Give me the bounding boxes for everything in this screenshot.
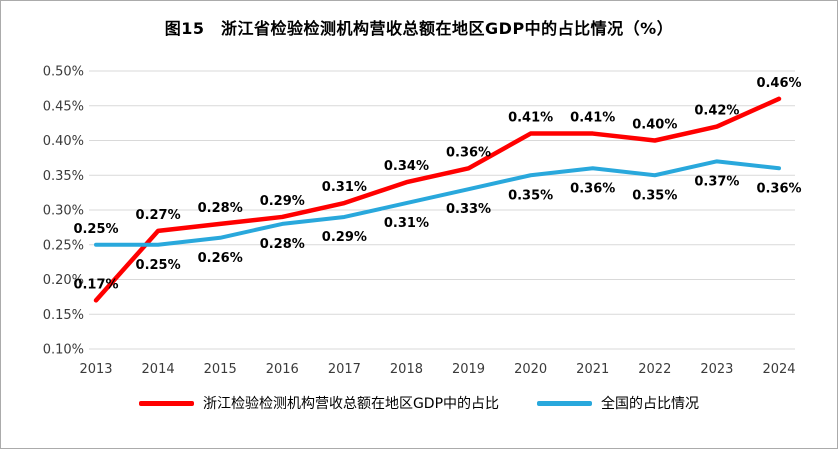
- y-tick-label: 0.15%: [43, 308, 84, 323]
- data-label: 0.42%: [694, 104, 739, 119]
- data-label: 0.35%: [508, 188, 553, 203]
- data-label: 0.36%: [446, 145, 491, 160]
- data-label: 0.31%: [384, 216, 429, 231]
- legend-label-national: 全国的占比情况: [601, 396, 700, 412]
- data-label: 0.17%: [73, 277, 118, 292]
- y-tick-label: 0.30%: [43, 204, 84, 219]
- x-tick-label: 2017: [328, 362, 361, 377]
- x-tick-label: 2020: [514, 362, 547, 377]
- data-label: 0.28%: [260, 237, 305, 252]
- y-tick-label: 0.45%: [43, 99, 84, 114]
- chart-title: 图15 浙江省检验检测机构营收总额在地区GDP中的占比情况（%）: [164, 19, 674, 38]
- data-label: 0.35%: [632, 188, 677, 203]
- data-label: 0.29%: [322, 230, 367, 245]
- x-tick-label: 2014: [142, 362, 175, 377]
- blue-line-swatch: [537, 400, 593, 406]
- data-label: 0.29%: [260, 194, 305, 209]
- data-label: 0.41%: [570, 111, 615, 126]
- legend-item-zhejiang: 浙江检验检测机构营收总额在地区GDP中的占比: [138, 393, 500, 413]
- data-label: 0.36%: [756, 181, 801, 196]
- series-line-0: [93, 96, 782, 303]
- data-label: 0.28%: [198, 201, 243, 216]
- y-tick-label: 0.50%: [43, 65, 84, 80]
- data-label: 0.37%: [694, 174, 739, 189]
- x-tick-label: 2019: [452, 362, 485, 377]
- x-tick-label: 2015: [204, 362, 237, 377]
- x-tick-label: 2022: [638, 362, 671, 377]
- data-label: 0.25%: [73, 222, 118, 237]
- data-label: 0.46%: [756, 76, 801, 91]
- x-tick-label: 2023: [700, 362, 733, 377]
- data-label: 0.33%: [446, 202, 491, 217]
- line-chart: 0.50% 0.45% 0.40% 0.35% 0.30% 0.25% 0.20% 0.15%…: [43, 65, 802, 378]
- legend-label-zhejiang: 浙江检验检测机构营收总额在地区GDP中的占比: [202, 396, 500, 412]
- y-tick-label: 0.20%: [43, 273, 84, 288]
- x-tick-label: 2018: [390, 362, 423, 377]
- x-tick-label: 2024: [762, 362, 795, 377]
- red-line-swatch: [138, 400, 194, 406]
- x-tick-label: 2013: [79, 362, 112, 377]
- data-label: 0.34%: [384, 159, 429, 174]
- y-tick-label: 0.25%: [43, 238, 84, 253]
- data-label: 0.36%: [570, 181, 615, 196]
- data-label: 0.25%: [136, 258, 181, 273]
- data-label: 0.40%: [632, 118, 677, 133]
- y-tick-label: 0.35%: [43, 169, 84, 184]
- data-label: 0.26%: [198, 251, 243, 266]
- data-label: 0.27%: [136, 208, 181, 223]
- y-tick-label: 0.40%: [43, 134, 84, 149]
- y-tick-label: 0.10%: [43, 343, 84, 358]
- data-label: 0.31%: [322, 180, 367, 195]
- legend-item-national: 全国的占比情况: [537, 393, 699, 413]
- data-label: 0.41%: [508, 111, 553, 126]
- series-line-1: [94, 159, 781, 247]
- chart-legend: 浙江检验检测机构营收总额在地区GDP中的占比 全国的占比情况: [1, 393, 837, 413]
- x-tick-label: 2021: [576, 362, 609, 377]
- x-tick-label: 2016: [266, 362, 299, 377]
